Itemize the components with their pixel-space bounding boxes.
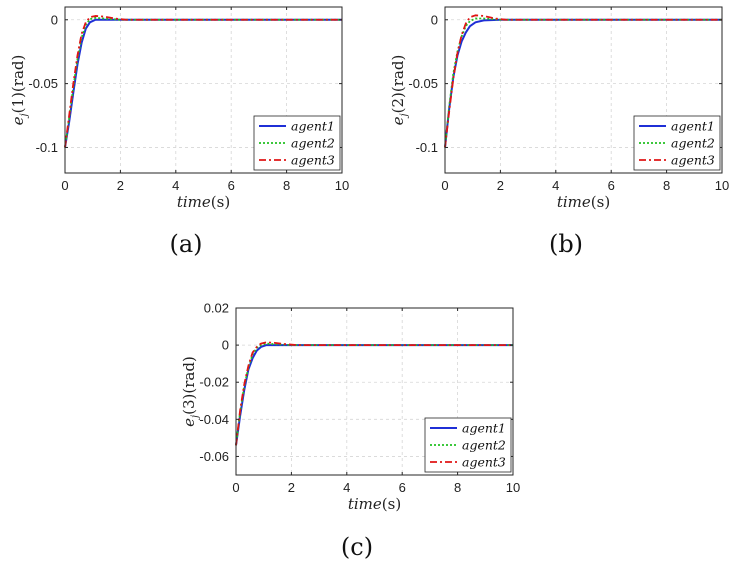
panel-caption: (b) (549, 230, 583, 258)
x-tick-label: 6 (608, 178, 615, 193)
x-axis-label-var: time (557, 193, 591, 211)
x-tick-label: 6 (228, 178, 235, 193)
chart-panel-2: 0 2 4 6 8 10 -0.1 -0.05 0 time(s) ej(2)(rad) agent1… (389, 6, 729, 258)
y-tick-label: 0 (51, 12, 58, 27)
y-axis-label-rest: (1)(rad) (9, 55, 27, 114)
axes-frame (444, 6, 723, 174)
x-tick-label: 0 (61, 178, 68, 193)
y-tick-label: -0.1 (36, 140, 58, 155)
y-axis-label: ej(3)(rad) (180, 356, 201, 427)
y-tick-label: 0.02 (204, 301, 229, 316)
legend-label-agent2: agent2 (671, 136, 715, 151)
y-axis-label-var: e (389, 116, 407, 125)
y-tick-label: -0.05 (408, 76, 438, 91)
x-axis-label: time(s) (177, 193, 230, 211)
x-axis-label-var: time (348, 495, 382, 513)
x-axis-label-unit: (s) (382, 495, 401, 513)
x-tick-label: 4 (172, 178, 179, 193)
x-tick-label: 8 (663, 178, 670, 193)
y-axis-label-sub: j (19, 113, 30, 118)
x-tick-label: 6 (399, 480, 406, 495)
y-tick-label: -0.05 (28, 76, 58, 91)
series-line-agent3 (64, 15, 342, 148)
y-axis-label-var: e (9, 116, 27, 125)
chart-panel-3: 0 2 4 6 8 10 -0.06 -0.04 -0.02 0 0.02 time(s) ej(3)(… (180, 301, 520, 562)
series-line-agent3 (444, 14, 722, 148)
y-tick-label: -0.1 (416, 140, 438, 155)
chart-panel-1: 0 2 4 6 8 10 -0.1 -0.05 0 time(s) ej(1)(rad) agent1… (9, 6, 349, 258)
x-axis-label: time(s) (557, 193, 610, 211)
x-tick-label: 2 (288, 480, 295, 495)
legend-label-agent2: agent2 (291, 136, 335, 151)
y-axis-label: ej(1)(rad) (9, 55, 30, 126)
y-tick-label: 0 (222, 338, 229, 353)
series-line-agent1 (444, 18, 722, 148)
y-tick-label: -0.04 (199, 412, 229, 427)
legend: agent1 agent2 agent3 (253, 115, 341, 171)
x-tick-label: 10 (506, 480, 520, 495)
y-axis-label-sub: j (190, 415, 201, 420)
y-tick-label: 0 (431, 12, 438, 27)
axes-frame (235, 307, 514, 476)
y-tick-label: -0.06 (199, 449, 229, 464)
x-tick-label: 4 (343, 480, 350, 495)
x-tick-label: 4 (552, 178, 559, 193)
legend-label-agent1: agent1 (671, 119, 715, 134)
legend: agent1 agent2 agent3 (633, 115, 721, 171)
x-tick-label: 8 (454, 480, 461, 495)
axes-frame (64, 6, 343, 174)
x-tick-label: 0 (232, 480, 239, 495)
x-axis-label-var: time (177, 193, 211, 211)
x-axis-label-unit: (s) (211, 193, 230, 211)
x-tick-label: 2 (497, 178, 504, 193)
y-axis-label-sub: j (399, 113, 410, 118)
x-tick-label: 0 (441, 178, 448, 193)
x-axis-label: time(s) (348, 495, 401, 513)
x-tick-label: 10 (335, 178, 349, 193)
legend-label-agent3: agent3 (291, 153, 335, 168)
legend: agent1 agent2 agent3 (424, 417, 512, 473)
legend-label-agent3: agent3 (671, 153, 715, 168)
y-axis-label-rest: (3)(rad) (180, 356, 198, 415)
y-axis-label-var: e (180, 418, 198, 427)
x-tick-label: 8 (283, 178, 290, 193)
legend-label-agent2: agent2 (462, 438, 506, 453)
panel-caption: (c) (341, 533, 373, 561)
legend-label-agent1: agent1 (291, 119, 335, 134)
y-axis-label: ej(2)(rad) (389, 55, 410, 126)
legend-label-agent3: agent3 (462, 455, 506, 470)
y-tick-label: -0.02 (199, 375, 229, 390)
y-axis-label-rest: (2)(rad) (389, 55, 407, 114)
x-tick-label: 2 (117, 178, 124, 193)
x-tick-label: 10 (715, 178, 729, 193)
panel-caption: (a) (169, 230, 202, 258)
legend-label-agent1: agent1 (462, 421, 506, 436)
x-axis-label-unit: (s) (591, 193, 610, 211)
